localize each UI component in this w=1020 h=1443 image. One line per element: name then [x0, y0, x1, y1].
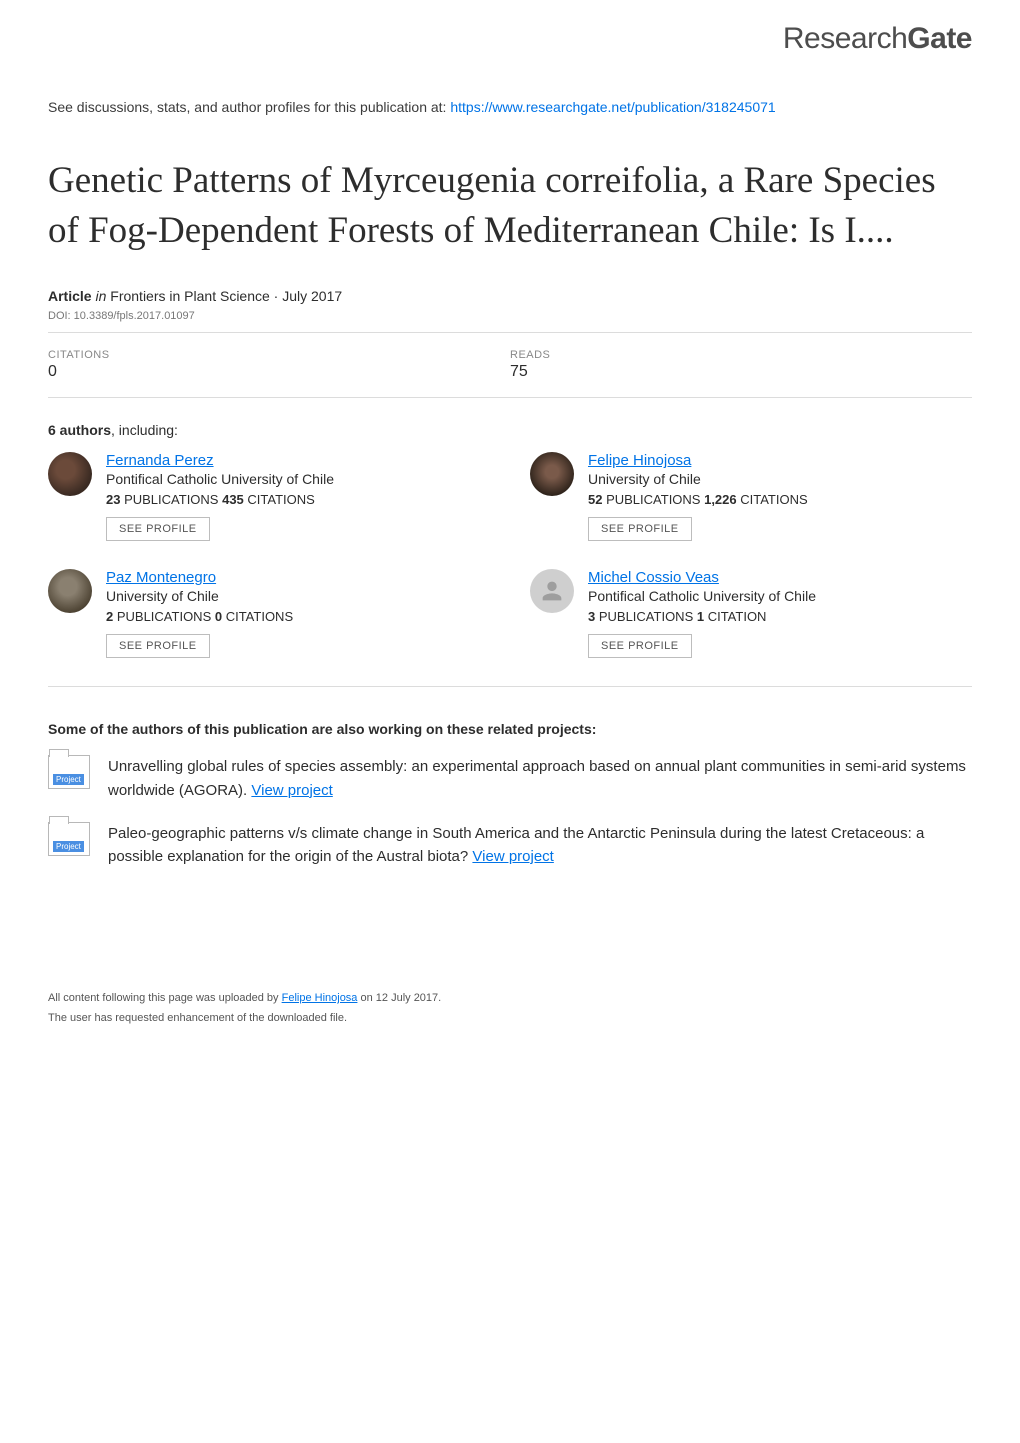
- see-discussions-line: See discussions, stats, and author profi…: [0, 66, 1020, 128]
- avatar[interactable]: [48, 452, 92, 496]
- author-affiliation: Pontifical Catholic University of Chile: [106, 471, 334, 487]
- author-name-link[interactable]: Michel Cossio Veas: [588, 569, 816, 586]
- author-name-link[interactable]: Fernanda Perez: [106, 452, 334, 469]
- project-row: Project Unravelling global rules of spec…: [0, 749, 1020, 816]
- in-word: in: [95, 288, 106, 304]
- author-affiliation: Pontifical Catholic University of Chile: [588, 588, 816, 604]
- author-card: Felipe Hinojosa University of Chile 52 P…: [530, 452, 972, 541]
- reads-value: 75: [510, 363, 972, 381]
- author-publication-stats: 2 PUBLICATIONS 0 CITATIONS: [106, 609, 293, 624]
- citations-label: CITATIONS: [48, 349, 510, 361]
- article-meta: Article in Frontiers in Plant Science · …: [0, 264, 1020, 310]
- cites-label: CITATIONS: [222, 609, 293, 624]
- avatar[interactable]: [530, 452, 574, 496]
- author-affiliation: University of Chile: [588, 471, 808, 487]
- cites-label: CITATIONS: [737, 492, 808, 507]
- title-block: Genetic Patterns of Myrceugenia correifo…: [0, 128, 1020, 264]
- author-info: Felipe Hinojosa University of Chile 52 P…: [588, 452, 808, 541]
- see-profile-button[interactable]: SEE PROFILE: [588, 517, 692, 541]
- pubs-label: PUBLICATIONS: [120, 492, 222, 507]
- citations-stat: CITATIONS 0: [48, 349, 510, 381]
- author-affiliation: University of Chile: [106, 588, 293, 604]
- author-info: Paz Montenegro University of Chile 2 PUB…: [106, 569, 293, 658]
- see-profile-button[interactable]: SEE PROFILE: [588, 634, 692, 658]
- authors-suffix: , including:: [111, 422, 178, 438]
- citations-value: 0: [48, 363, 510, 381]
- reads-stat: READS 75: [510, 349, 972, 381]
- view-project-link[interactable]: View project: [251, 782, 332, 799]
- cites-count: 1,226: [704, 492, 737, 507]
- cites-label: CITATION: [704, 609, 766, 624]
- pubs-count: 52: [588, 492, 602, 507]
- pubs-label: PUBLICATIONS: [595, 609, 697, 624]
- person-icon: [538, 577, 566, 605]
- project-text: Paleo-geographic patterns v/s climate ch…: [108, 822, 972, 869]
- footer-uploader-link[interactable]: Felipe Hinojosa: [282, 992, 358, 1004]
- article-title: Genetic Patterns of Myrceugenia correifo…: [48, 156, 972, 256]
- logo-text-bold: Gate: [907, 22, 972, 55]
- view-project-link[interactable]: View project: [472, 848, 553, 865]
- pubs-label: PUBLICATIONS: [602, 492, 704, 507]
- cites-count: 1: [697, 609, 704, 624]
- header: ResearchGate: [0, 0, 1020, 66]
- project-folder-icon[interactable]: Project: [48, 755, 90, 789]
- doi: DOI: 10.3389/fpls.2017.01097: [0, 310, 1020, 322]
- author-info: Michel Cossio Veas Pontifical Catholic U…: [588, 569, 816, 658]
- avatar[interactable]: [48, 569, 92, 613]
- author-name-link[interactable]: Paz Montenegro: [106, 569, 293, 586]
- footer-uploaded-by: All content following this page was uplo…: [48, 992, 972, 1004]
- author-publication-stats: 52 PUBLICATIONS 1,226 CITATIONS: [588, 492, 808, 507]
- article-type: Article: [48, 288, 92, 304]
- divider: [48, 332, 972, 333]
- cites-label: CITATIONS: [244, 492, 315, 507]
- footer-post: on 12 July 2017.: [357, 992, 441, 1004]
- author-card: Fernanda Perez Pontifical Catholic Unive…: [48, 452, 490, 541]
- footer-pre: All content following this page was uplo…: [48, 992, 282, 1004]
- pubs-label: PUBLICATIONS: [113, 609, 215, 624]
- footer: All content following this page was uplo…: [0, 882, 1020, 1058]
- authors-header: 6 authors, including:: [0, 408, 1020, 442]
- author-card: Michel Cossio Veas Pontifical Catholic U…: [530, 569, 972, 658]
- researchgate-logo[interactable]: ResearchGate: [783, 22, 972, 56]
- logo-text-plain: Research: [783, 22, 907, 55]
- divider: [48, 397, 972, 398]
- pubs-count: 23: [106, 492, 120, 507]
- publication-url-link[interactable]: https://www.researchgate.net/publication…: [450, 99, 775, 115]
- projects-header: Some of the authors of this publication …: [0, 697, 1020, 749]
- project-text: Unravelling global rules of species asse…: [108, 755, 972, 802]
- project-folder-icon[interactable]: Project: [48, 822, 90, 856]
- author-name-link[interactable]: Felipe Hinojosa: [588, 452, 808, 469]
- avatar-placeholder[interactable]: [530, 569, 574, 613]
- see-profile-button[interactable]: SEE PROFILE: [106, 634, 210, 658]
- authors-count: 6 authors: [48, 422, 111, 438]
- cites-count: 435: [222, 492, 244, 507]
- author-card: Paz Montenegro University of Chile 2 PUB…: [48, 569, 490, 658]
- venue-date: Frontiers in Plant Science · July 2017: [106, 288, 342, 304]
- author-publication-stats: 23 PUBLICATIONS 435 CITATIONS: [106, 492, 334, 507]
- reads-label: READS: [510, 349, 972, 361]
- project-tag: Project: [53, 774, 84, 785]
- project-tag: Project: [53, 841, 84, 852]
- project-description: Unravelling global rules of species asse…: [108, 758, 966, 798]
- divider: [48, 686, 972, 687]
- see-profile-button[interactable]: SEE PROFILE: [106, 517, 210, 541]
- author-publication-stats: 3 PUBLICATIONS 1 CITATION: [588, 609, 816, 624]
- footer-enhancement-note: The user has requested enhancement of th…: [48, 1012, 972, 1024]
- stats-row: CITATIONS 0 READS 75: [0, 343, 1020, 387]
- author-info: Fernanda Perez Pontifical Catholic Unive…: [106, 452, 334, 541]
- see-prefix: See discussions, stats, and author profi…: [48, 99, 450, 115]
- authors-grid: Fernanda Perez Pontifical Catholic Unive…: [0, 442, 1020, 676]
- project-row: Project Paleo-geographic patterns v/s cl…: [0, 816, 1020, 883]
- cites-count: 0: [215, 609, 222, 624]
